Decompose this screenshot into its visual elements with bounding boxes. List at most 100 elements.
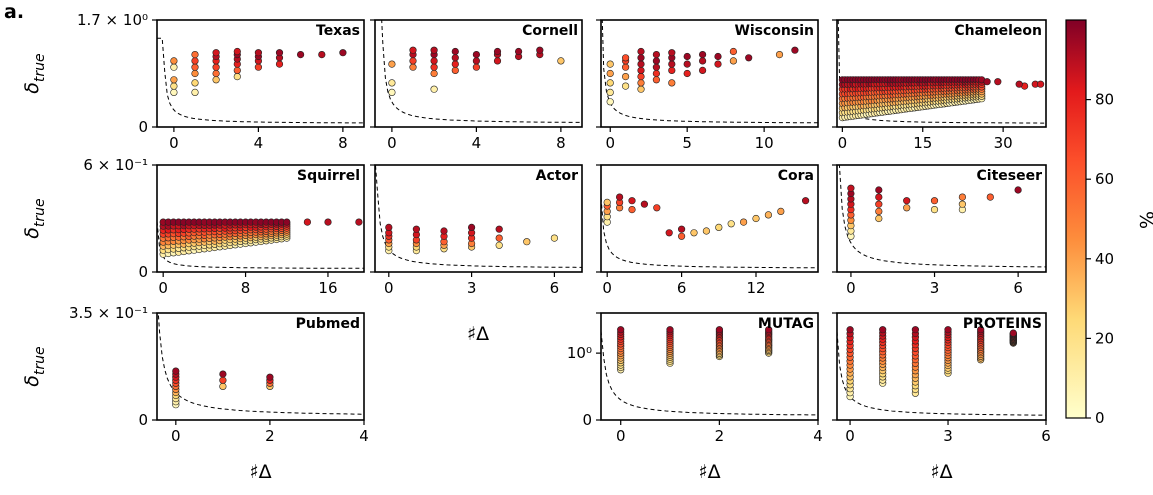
data-point [191,79,199,87]
panel-mutag: MUTAG 0 2 4 10⁰ 0 ♯Δ [567,312,823,483]
data-point [621,82,630,90]
x-tick-label: 3 [943,427,953,445]
data-point [903,204,911,212]
panel-cora: Cora 0 6 12 [596,164,819,297]
data-point [930,206,939,214]
data-point [637,47,645,56]
data-point [617,326,625,334]
reference-curve [157,313,364,415]
scatter-points [603,193,810,240]
data-point [683,60,691,68]
data-point [472,50,481,59]
data-point [1009,329,1017,337]
data-point [451,60,459,68]
data-point [219,382,227,391]
data-point [254,63,262,71]
data-point [729,57,738,65]
data-point [451,47,459,56]
data-point [557,57,565,65]
scatter-points [159,218,363,258]
data-point [493,57,502,65]
data-point [652,76,661,84]
data-point [637,72,645,81]
row-labels-group: δtrue δtrue δtrue [21,53,48,386]
y-tick-label: 0 [582,411,592,429]
panel-frame [836,19,1047,128]
x-tick-label: 3 [467,279,477,297]
data-point [170,82,178,90]
data-point [752,214,760,223]
panel-frame [156,164,365,273]
data-point [388,88,396,96]
data-point [297,50,305,59]
reference-curve [157,37,364,124]
data-point [714,52,722,61]
x-tick-label: 12 [746,279,765,297]
x-tick-label: 6 [1041,427,1051,445]
data-point [764,211,773,219]
data-point [698,50,707,59]
x-tick-label: 6 [1013,279,1023,297]
colorbar-tick-label: 20 [1095,329,1114,347]
data-point [677,225,686,233]
data-point [275,49,284,57]
data-point [875,186,883,194]
data-point [191,63,199,71]
scatter-points [388,46,565,96]
reference-curve [381,20,582,123]
data-point [698,57,707,65]
data-point [266,373,274,381]
data-point [714,60,722,68]
data-point [212,69,220,78]
data-point [233,66,241,74]
panel-proteins: PROTEINS 0 3 6 ♯Δ [832,312,1051,483]
data-point [493,47,502,56]
panel-pubmed: Pubmed 0 2 4 3.5 × 10⁻¹ 0 ♯Δ [69,304,369,483]
data-point [191,57,199,65]
x-tick-label: 8 [338,134,348,152]
panel-title: Wisconsin [734,23,814,39]
data-point [191,88,199,96]
data-point [628,197,636,205]
data-point [944,326,952,334]
reference-curve [157,221,364,269]
x-tick-label: 8 [241,279,251,297]
scatter-points [606,46,799,106]
scatter-points [847,184,1022,240]
data-point [1015,80,1023,88]
data-point [875,193,883,201]
data-point [172,367,180,375]
y-tick-label: 0 [138,118,148,136]
data-point [385,223,393,231]
scatter-points [385,223,559,255]
scatter-points [617,326,773,374]
data-point [495,241,503,249]
data-point [628,206,636,214]
data-point [451,66,459,74]
data-point [847,184,855,192]
scatter-points [838,76,1045,122]
y-axis-label: δtrue [21,346,48,386]
data-point [652,69,661,78]
data-point [191,69,199,78]
x-axis-label: ♯Δ [698,461,720,483]
data-point [254,49,262,57]
y-tick-label: 0 [138,411,148,429]
x-tick-label: 0 [845,427,855,445]
data-point [170,57,178,65]
data-point [621,54,630,62]
data-point [536,46,544,54]
data-point [355,218,363,226]
data-point [727,220,735,228]
colorbar-tick-label: 60 [1095,170,1114,188]
x-tick-label: 4 [359,427,369,445]
data-point [739,218,748,226]
data-point [666,326,674,334]
data-point [495,225,503,233]
panel-title: Squirrel [297,168,360,184]
data-point [606,60,614,68]
data-point [472,57,481,65]
panel-citeseer: Citeseer 0 3 6 [832,164,1047,297]
panel-title: Citeseer [977,168,1043,184]
x-tick-label: 10 [755,134,774,152]
